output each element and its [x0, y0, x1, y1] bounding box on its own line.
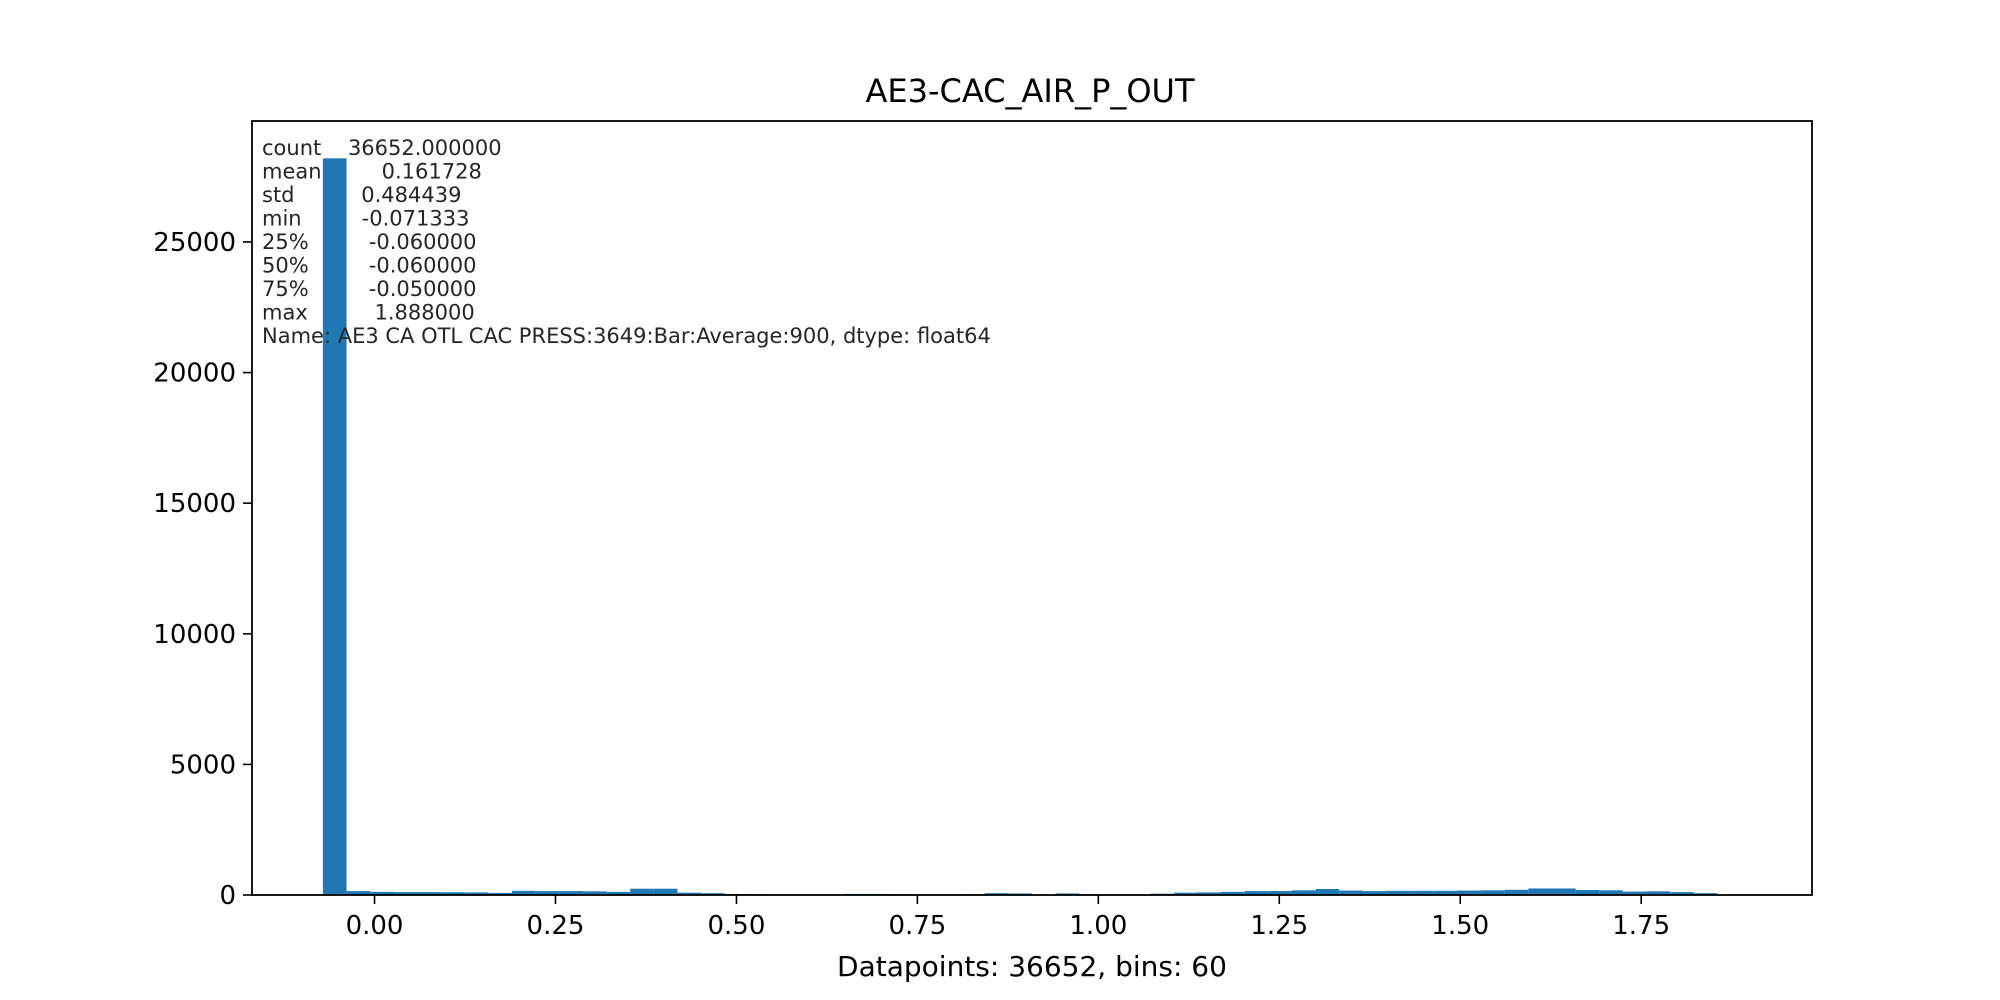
histogram-bar	[582, 891, 607, 895]
histogram-bar	[1362, 891, 1387, 895]
histogram-bar	[1244, 891, 1269, 895]
histogram-bar	[535, 891, 560, 895]
histogram-bar	[1551, 888, 1576, 895]
histogram-bar	[701, 893, 725, 895]
stats-line: min -0.071333	[262, 207, 469, 231]
y-tick-label: 5000	[170, 750, 236, 780]
stats-line: Name: AE3 CA OTL CAC PRESS:3649:Bar:Aver…	[262, 324, 991, 348]
stats-line: 25% -0.060000	[262, 230, 477, 254]
histogram-bar	[1173, 892, 1198, 895]
x-tick-label: 0.75	[888, 911, 946, 941]
histogram-bar	[370, 891, 394, 895]
x-tick-label: 1.25	[1250, 911, 1308, 941]
stats-line: 75% -0.050000	[262, 277, 477, 301]
histogram-bar	[1622, 891, 1647, 895]
x-axis-label: Datapoints: 36652, bins: 60	[837, 950, 1227, 983]
histogram-bar	[1504, 889, 1529, 895]
plot-frame	[251, 120, 1813, 896]
x-tick-label: 1.50	[1431, 911, 1489, 941]
histogram-bar	[1457, 890, 1482, 895]
x-tick-label: 1.75	[1612, 911, 1670, 941]
histogram-bar	[393, 892, 418, 895]
histogram-bar	[1646, 891, 1671, 895]
y-tick-label: 15000	[153, 489, 236, 519]
histogram-bar	[1315, 888, 1340, 895]
stats-line: std 0.484439	[262, 183, 461, 207]
histogram-bar	[488, 892, 512, 895]
histogram-bar	[1575, 890, 1600, 895]
histogram-bar	[1339, 890, 1363, 895]
y-tick-label: 0	[219, 881, 236, 911]
histogram-bar	[464, 892, 489, 895]
histogram-bar	[441, 892, 465, 895]
x-axis-ticks: 0.00 0.25 0.50 0.75 1.00 1.25 1.50 1.75	[346, 895, 1670, 941]
histogram-bar	[322, 158, 347, 895]
stats-line: 50% -0.060000	[262, 254, 477, 278]
histogram-bar	[1291, 890, 1316, 895]
histogram-bar	[511, 890, 536, 895]
histogram-bar	[984, 893, 1009, 895]
histogram-bar	[1410, 890, 1434, 895]
histogram-bar	[1481, 890, 1505, 895]
histogram-bar	[1599, 890, 1623, 895]
histogram-bar	[1528, 888, 1552, 895]
histogram-bar	[630, 888, 654, 895]
histogram-bar	[1670, 892, 1694, 895]
y-axis-ticks: 0 5000 10000 15000 20000 25000	[153, 228, 252, 911]
histogram-bar	[417, 892, 442, 895]
histogram-bar	[653, 888, 678, 895]
histogram-bar	[606, 891, 631, 895]
histogram-bar	[1386, 890, 1411, 895]
stats-line: count 36652.000000	[262, 136, 502, 160]
x-tick-label: 0.00	[346, 911, 404, 941]
x-tick-label: 0.25	[527, 911, 585, 941]
histogram-bar	[1433, 890, 1458, 895]
histogram-bar	[559, 891, 583, 895]
stats-line: max 1.888000	[262, 301, 475, 325]
y-tick-label: 20000	[153, 359, 236, 389]
x-tick-label: 0.50	[707, 911, 765, 941]
x-tick-label: 1.00	[1069, 911, 1127, 941]
y-tick-label: 10000	[153, 620, 236, 650]
chart-title: AE3-CAC_AIR_P_OUT	[865, 72, 1195, 110]
stats-line: mean 0.161728	[262, 160, 482, 184]
histogram-bar	[1197, 892, 1222, 895]
histogram-bar	[677, 892, 702, 895]
histogram-bar	[1221, 891, 1245, 895]
histogram-bar	[1268, 891, 1292, 895]
y-tick-label: 25000	[153, 228, 236, 258]
histogram-bar	[346, 891, 371, 895]
histogram-bar	[1693, 893, 1718, 895]
